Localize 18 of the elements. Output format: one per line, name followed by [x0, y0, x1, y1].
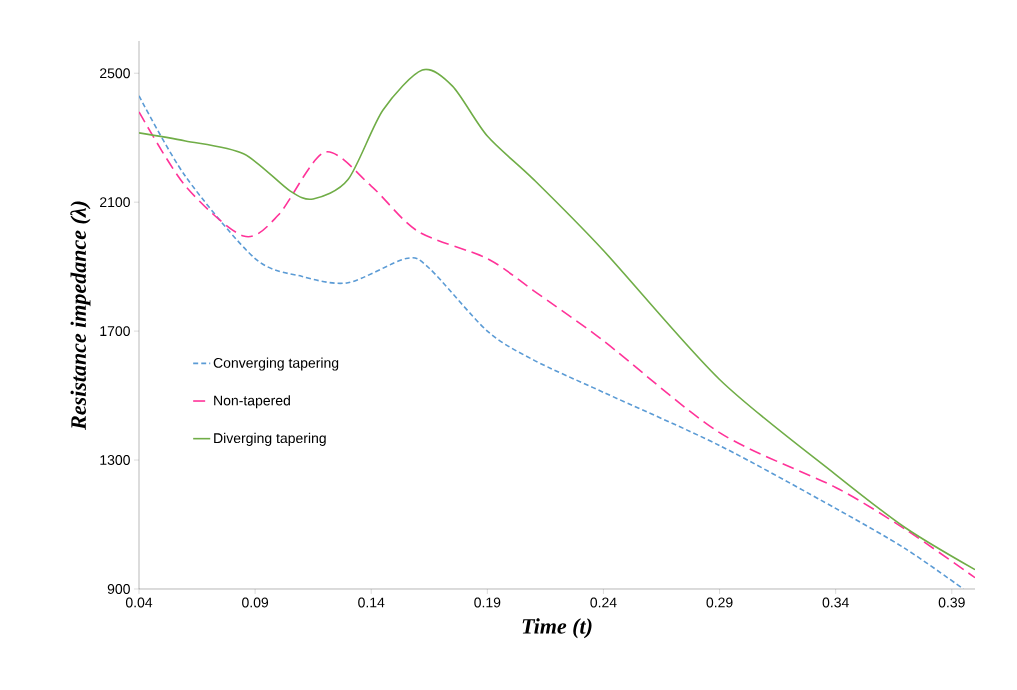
x-tick-label: 0.09: [242, 597, 269, 608]
x-tick-label: 0.29: [706, 597, 733, 608]
y-tick-label: 1300: [100, 455, 130, 465]
x-tick-label: 0.14: [358, 597, 385, 608]
y-tick-label: 1700: [100, 326, 130, 337]
x-axis-title: Time (t): [522, 618, 592, 639]
y-tick-label: 2500: [100, 68, 130, 79]
x-tick-label: 0.19: [474, 597, 501, 608]
x-tick-label: 0.34: [822, 597, 849, 608]
legend-label: Diverging tapering: [214, 432, 326, 446]
y-tick-label: 900: [107, 584, 130, 594]
x-tick-label: 0.39: [938, 597, 965, 608]
x-tick-label: 0.04: [125, 597, 153, 608]
y-tick-label: 2100: [100, 197, 130, 208]
y-axis-title: Resistance impedance (λ): [70, 201, 91, 430]
legend-label: Converging tapering: [213, 357, 339, 371]
x-tick-label: 0.24: [590, 597, 617, 608]
legend-label: Non-tapered: [214, 395, 290, 409]
